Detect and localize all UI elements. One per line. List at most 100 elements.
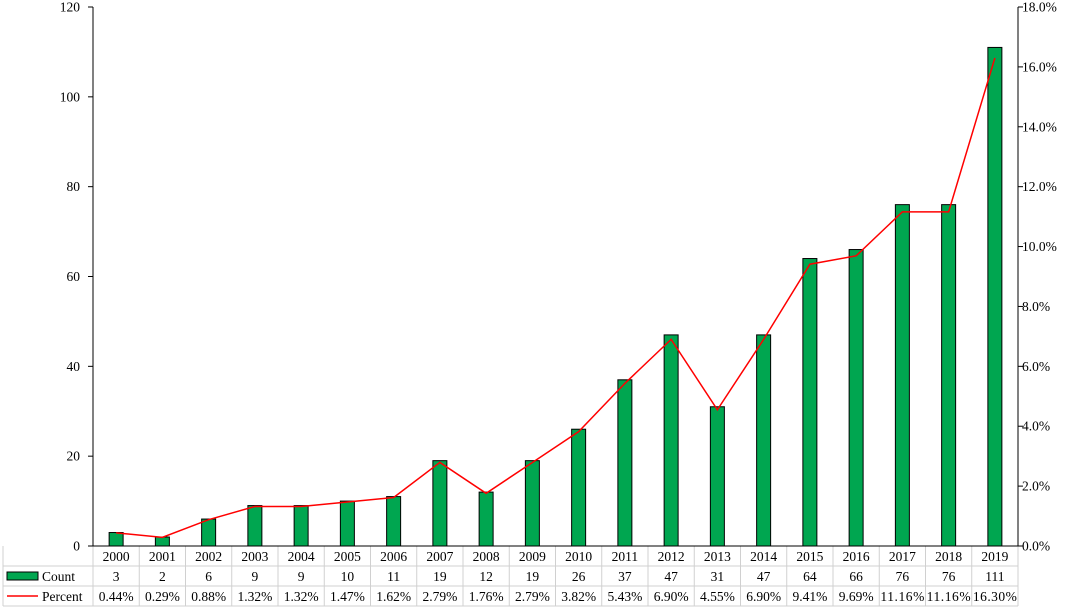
- bar-2003: [247, 505, 263, 547]
- percent-value: 2.79%: [515, 589, 550, 604]
- percent-value: 5.43%: [607, 589, 642, 604]
- category-label: 2005: [334, 549, 361, 564]
- count-value: 6: [205, 569, 212, 584]
- bar-2010: [571, 428, 587, 547]
- bar-2001: [154, 536, 170, 547]
- data-table-grid: [2, 546, 1019, 607]
- bar-2007: [432, 460, 448, 547]
- count-value: 111: [985, 569, 1004, 584]
- count-value: 47: [664, 569, 678, 584]
- legend-label-count: Count: [42, 569, 75, 584]
- right-tick-label: 14.0%: [1022, 119, 1057, 134]
- percent-value: 4.55%: [700, 589, 735, 604]
- right-tick-label: 4.0%: [1022, 419, 1050, 434]
- bar-2008: [478, 491, 494, 547]
- count-value: 47: [757, 569, 771, 584]
- line-series: [116, 57, 996, 539]
- percent-value: 2.79%: [422, 589, 457, 604]
- percent-value: 3.82%: [561, 589, 596, 604]
- category-label: 2003: [241, 549, 268, 564]
- left-tick-label: 60: [67, 269, 81, 284]
- left-axis: 0 20 40 60 80 100 120: [60, 0, 1018, 554]
- percent-value: 16.30%: [973, 589, 1017, 604]
- count-value: 12: [479, 569, 493, 584]
- category-label: 2008: [473, 549, 500, 564]
- count-value: 9: [298, 569, 305, 584]
- right-tick-label: 2.0%: [1022, 479, 1050, 494]
- category-label: 2010: [565, 549, 592, 564]
- bar-2002: [201, 518, 217, 547]
- category-label: 2018: [935, 549, 962, 564]
- category-label: 2016: [843, 549, 870, 564]
- count-value: 2: [159, 569, 166, 584]
- right-tick-label: 12.0%: [1022, 179, 1057, 194]
- left-tick-label: 0: [73, 539, 80, 554]
- category-label: 2017: [889, 549, 916, 564]
- percent-value: 0.88%: [191, 589, 226, 604]
- bar-2019: [987, 46, 1003, 547]
- count-value: 9: [252, 569, 259, 584]
- bar-2006: [386, 496, 402, 547]
- percent-value: 6.90%: [654, 589, 689, 604]
- category-label: 2004: [288, 549, 315, 564]
- category-label: 2011: [612, 549, 639, 564]
- bar-2016: [848, 249, 864, 547]
- count-value: 26: [572, 569, 586, 584]
- percent-value: 11.16%: [927, 589, 971, 604]
- bar-series: [108, 46, 1003, 547]
- count-value: 31: [711, 569, 725, 584]
- percent-value: 0.44%: [99, 589, 134, 604]
- count-value: 64: [803, 569, 817, 584]
- data-table: 2000 2001 2002 2003 2004 2005 2006 2007 2008 2009…: [6, 549, 1017, 604]
- right-tick-label: 8.0%: [1022, 299, 1050, 314]
- percent-value: 1.32%: [237, 589, 272, 604]
- count-value: 76: [896, 569, 910, 584]
- category-label: 2007: [426, 549, 453, 564]
- bar-2000: [108, 532, 124, 547]
- category-label: 2013: [704, 549, 731, 564]
- right-tick-label: 0.0%: [1022, 539, 1050, 554]
- count-value: 66: [849, 569, 863, 584]
- category-label: 2014: [750, 549, 777, 564]
- category-label: 2006: [380, 549, 407, 564]
- percent-value: 0.29%: [145, 589, 180, 604]
- left-tick-label: 120: [60, 0, 81, 15]
- count-value: 3: [113, 569, 120, 584]
- right-tick-label: 6.0%: [1022, 359, 1050, 374]
- percent-value: 11.16%: [880, 589, 924, 604]
- bar-2004: [293, 505, 309, 547]
- count-value: 10: [341, 569, 355, 584]
- bar-2012: [663, 334, 679, 547]
- category-label: 2015: [796, 549, 823, 564]
- bar-2013: [709, 406, 725, 547]
- percent-value: 1.47%: [330, 589, 365, 604]
- bar-2009: [524, 460, 540, 547]
- count-value: 37: [618, 569, 632, 584]
- left-tick-label: 80: [67, 179, 81, 194]
- bar-2018: [941, 204, 957, 547]
- bar-2011: [617, 379, 633, 547]
- count-value: 19: [526, 569, 540, 584]
- percent-value: 1.76%: [469, 589, 504, 604]
- left-tick-label: 40: [67, 359, 81, 374]
- left-tick-label: 20: [67, 449, 81, 464]
- bar-2014: [756, 334, 772, 547]
- legend-key-count: [6, 571, 39, 581]
- category-label: 2012: [658, 549, 685, 564]
- bar-2015: [802, 258, 818, 547]
- percent-value: 1.32%: [284, 589, 319, 604]
- bar-2005: [339, 500, 355, 547]
- percent-value: 9.41%: [792, 589, 827, 604]
- count-value: 76: [942, 569, 956, 584]
- percent-value: 9.69%: [839, 589, 874, 604]
- count-value: 11: [387, 569, 400, 584]
- right-tick-label: 16.0%: [1022, 59, 1057, 74]
- category-label: 2019: [981, 549, 1008, 564]
- percent-value: 1.62%: [376, 589, 411, 604]
- right-tick-label: 10.0%: [1022, 239, 1057, 254]
- legend-label-percent: Percent: [42, 589, 83, 604]
- count-value: 19: [433, 569, 447, 584]
- category-label: 2001: [149, 549, 176, 564]
- left-tick-label: 100: [60, 89, 81, 104]
